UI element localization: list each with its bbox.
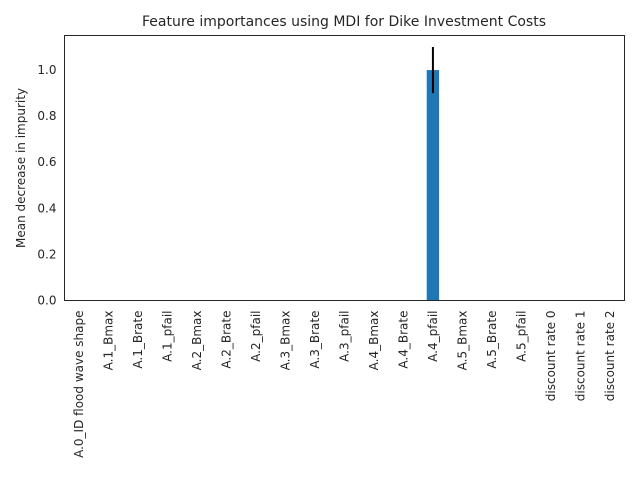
- x-tick-label: A.1_Bmax: [102, 311, 116, 371]
- x-tick-label: A.3_Bmax: [279, 311, 293, 371]
- y-tick-label: 0.6: [37, 155, 56, 169]
- y-tick-label: 0.2: [37, 247, 56, 261]
- x-tick-label: A.3_pfail: [338, 311, 352, 362]
- chart-title: Feature importances using MDI for Dike I…: [142, 14, 546, 30]
- y-tick-label: 1.0: [37, 63, 56, 77]
- x-tick-label: A.5_Brate: [485, 311, 499, 369]
- x-tick-label: discount rate 0: [544, 311, 558, 402]
- y-tick-label: 0.4: [37, 201, 56, 215]
- x-tick-label: A.2_Brate: [220, 311, 234, 369]
- x-tick-label: A.5_pfail: [514, 311, 528, 362]
- x-tick-label: A.3_Brate: [308, 311, 322, 369]
- x-tick-label: A.4_Bmax: [367, 311, 381, 371]
- x-tick-label: A.2_pfail: [249, 311, 263, 362]
- y-axis-label: Mean decrease in impurity: [14, 88, 28, 248]
- x-tick-label: A.1_pfail: [161, 311, 175, 362]
- x-tick-label: A.4_Brate: [396, 311, 410, 369]
- x-tick-label: A.0_ID flood wave shape: [72, 311, 86, 458]
- y-tick-label: 0.8: [37, 109, 56, 123]
- x-tick-label: A.4_pfail: [426, 311, 440, 362]
- plot-frame: [64, 35, 625, 301]
- x-tick-label: discount rate 2: [603, 311, 617, 402]
- x-tick-label: A.1_Brate: [131, 311, 145, 369]
- x-tick-label: A.5_Bmax: [455, 311, 469, 371]
- y-tick-label: 0.0: [37, 294, 56, 308]
- bar-A.4_pfail: [426, 70, 440, 301]
- plot-area: 0.0 0.2 0.4 0.6 0.8 1.0 A.0_ID flood wave shap…: [37, 47, 617, 458]
- x-tick-label: discount rate 1: [573, 311, 587, 402]
- x-tick-label: A.2_Bmax: [190, 311, 204, 371]
